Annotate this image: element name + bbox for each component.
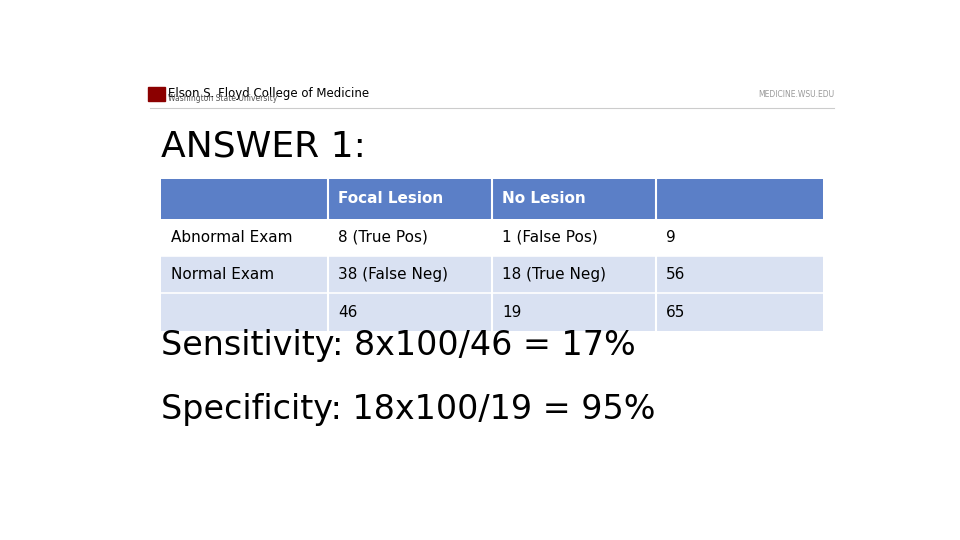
Text: Focal Lesion: Focal Lesion [338,191,444,206]
Text: No Lesion: No Lesion [502,191,586,206]
FancyBboxPatch shape [492,219,656,256]
Text: Elson S. Floyd College of Medicine: Elson S. Floyd College of Medicine [168,86,370,99]
Text: 65: 65 [665,305,685,320]
Text: Specificity: 18x100/19 = 95%: Specificity: 18x100/19 = 95% [161,393,656,426]
FancyBboxPatch shape [161,256,328,293]
Text: 1 (False Pos): 1 (False Pos) [502,230,597,245]
FancyBboxPatch shape [328,256,492,293]
Text: Sensitivity: 8x100/46 = 17%: Sensitivity: 8x100/46 = 17% [161,329,636,362]
Text: Washington State University: Washington State University [168,94,277,103]
FancyBboxPatch shape [492,256,656,293]
Text: 56: 56 [665,267,685,282]
FancyBboxPatch shape [492,179,656,219]
FancyBboxPatch shape [161,179,328,219]
FancyBboxPatch shape [656,294,823,331]
Text: 19: 19 [502,305,521,320]
Bar [148,87,165,102]
Text: 18 (True Neg): 18 (True Neg) [502,267,606,282]
Text: 46: 46 [338,305,357,320]
FancyBboxPatch shape [328,294,492,331]
Text: Abnormal Exam: Abnormal Exam [171,230,293,245]
FancyBboxPatch shape [161,294,328,331]
FancyBboxPatch shape [656,256,823,293]
Text: Normal Exam: Normal Exam [171,267,275,282]
FancyBboxPatch shape [328,219,492,256]
Text: ANSWER 1:: ANSWER 1: [161,129,366,163]
Text: 38 (False Neg): 38 (False Neg) [338,267,448,282]
FancyBboxPatch shape [161,219,328,256]
Text: 8 (True Pos): 8 (True Pos) [338,230,428,245]
FancyBboxPatch shape [656,219,823,256]
Text: MEDICINE.WSU.EDU: MEDICINE.WSU.EDU [758,90,834,99]
FancyBboxPatch shape [328,179,492,219]
FancyBboxPatch shape [656,179,823,219]
Text: 9: 9 [665,230,676,245]
FancyBboxPatch shape [492,294,656,331]
